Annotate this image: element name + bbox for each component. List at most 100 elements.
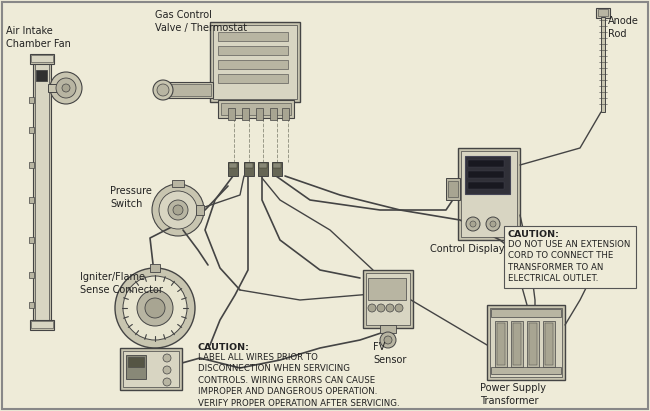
Bar <box>366 273 410 325</box>
Bar <box>612 253 628 271</box>
Bar <box>468 171 504 178</box>
Circle shape <box>157 84 169 96</box>
Bar <box>29 127 34 133</box>
Bar <box>31 55 53 62</box>
Bar <box>446 178 460 200</box>
Bar <box>543 321 555 367</box>
Bar <box>259 163 267 168</box>
Circle shape <box>159 191 197 229</box>
Bar <box>228 162 238 176</box>
Bar <box>126 355 146 379</box>
Bar <box>228 108 235 120</box>
Circle shape <box>395 304 403 312</box>
Bar <box>29 97 34 103</box>
Bar <box>36 70 47 81</box>
Text: FV
Sensor: FV Sensor <box>373 342 406 365</box>
Bar <box>368 278 406 300</box>
Circle shape <box>163 354 171 362</box>
Bar <box>504 226 636 288</box>
Bar <box>218 32 288 41</box>
Circle shape <box>153 80 173 100</box>
Bar <box>545 323 553 365</box>
Bar <box>468 160 504 167</box>
Circle shape <box>368 304 376 312</box>
Text: Air Intake
Chamber Fan: Air Intake Chamber Fan <box>6 26 71 49</box>
Bar <box>30 54 54 64</box>
Bar <box>256 108 263 120</box>
Bar <box>120 348 182 390</box>
Circle shape <box>145 298 165 318</box>
Text: Control Display: Control Display <box>430 244 504 254</box>
Bar <box>282 108 289 120</box>
Bar <box>461 151 517 237</box>
Bar <box>128 357 144 367</box>
Bar <box>221 103 291 115</box>
Circle shape <box>123 276 187 340</box>
Circle shape <box>490 221 496 227</box>
Bar <box>487 305 565 380</box>
Circle shape <box>50 72 82 104</box>
Circle shape <box>163 378 171 386</box>
Bar <box>210 22 300 102</box>
Bar <box>490 308 562 377</box>
Bar <box>620 248 624 254</box>
Circle shape <box>486 217 500 231</box>
Circle shape <box>386 304 394 312</box>
Bar <box>150 264 160 272</box>
Bar <box>29 272 34 278</box>
Text: DO NOT USE AN EXTENSION
CORD TO CONNECT THE
TRANSFORMER TO AN
ELECTRICAL OUTLET.: DO NOT USE AN EXTENSION CORD TO CONNECT … <box>508 240 630 283</box>
Text: Gas Control
Valve / Thermostat: Gas Control Valve / Thermostat <box>155 10 247 33</box>
Bar <box>491 309 561 317</box>
Circle shape <box>168 200 188 220</box>
Bar <box>29 162 34 168</box>
Circle shape <box>173 205 183 215</box>
Bar <box>258 162 268 176</box>
Text: CAUTION:: CAUTION: <box>508 230 560 239</box>
Text: Anode
Rod: Anode Rod <box>608 16 639 39</box>
Bar <box>31 321 53 328</box>
Circle shape <box>137 290 173 326</box>
Bar <box>172 180 184 187</box>
Bar <box>48 84 66 92</box>
Bar <box>35 63 49 322</box>
Bar <box>527 321 539 367</box>
Bar <box>218 100 294 118</box>
Text: Power Supply
Transformer: Power Supply Transformer <box>480 383 546 406</box>
Bar <box>596 8 610 18</box>
Bar <box>165 82 213 98</box>
Bar <box>167 84 211 96</box>
Bar <box>511 321 523 367</box>
Bar <box>468 182 504 189</box>
Circle shape <box>152 184 204 236</box>
Bar <box>513 323 521 365</box>
Bar <box>598 9 608 16</box>
Circle shape <box>377 304 385 312</box>
Bar <box>30 320 54 330</box>
Bar <box>123 351 179 387</box>
Circle shape <box>56 78 76 98</box>
Bar <box>218 60 288 69</box>
Text: Igniter/Flame
Sense Connector: Igniter/Flame Sense Connector <box>80 272 163 295</box>
Bar <box>448 181 458 197</box>
Text: Pressure
Switch: Pressure Switch <box>110 186 152 209</box>
Bar <box>29 237 34 243</box>
Bar <box>497 323 505 365</box>
Circle shape <box>62 84 70 92</box>
Bar <box>218 74 288 83</box>
Circle shape <box>380 332 396 348</box>
Circle shape <box>470 221 476 227</box>
Bar <box>458 148 520 240</box>
Bar <box>491 367 561 374</box>
Circle shape <box>466 217 480 231</box>
Text: LABEL ALL WIRES PRIOR TO
DISCONNECTION WHEN SERVICING
CONTROLS. WIRING ERRORS CA: LABEL ALL WIRES PRIOR TO DISCONNECTION W… <box>198 353 400 408</box>
Bar <box>529 323 537 365</box>
Bar <box>363 270 413 328</box>
Bar <box>218 46 288 55</box>
Bar <box>601 17 605 112</box>
Bar <box>196 205 204 215</box>
Circle shape <box>384 336 392 344</box>
Circle shape <box>163 366 171 374</box>
Text: CAUTION:: CAUTION: <box>198 343 250 352</box>
Bar <box>273 163 281 168</box>
Bar <box>242 108 249 120</box>
